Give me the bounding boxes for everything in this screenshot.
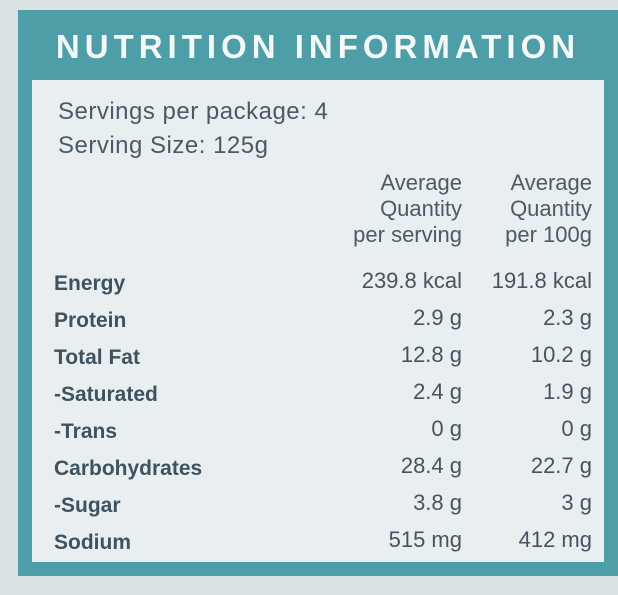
column-header: Quantity bbox=[510, 196, 592, 221]
nutrient-name: Sodium bbox=[54, 531, 131, 554]
per-100g-value: 191.8 kcal bbox=[491, 268, 592, 293]
per-100g-value: 10.2 g bbox=[530, 342, 592, 367]
per-serving-value: 3.8 g bbox=[413, 490, 462, 515]
column-header: Average bbox=[380, 170, 462, 195]
title-bar: NUTRITION INFORMATION bbox=[18, 10, 618, 80]
column-header: per serving bbox=[353, 222, 462, 247]
title: NUTRITION INFORMATION bbox=[55, 28, 581, 65]
nutrient-name: Carbohydrates bbox=[54, 457, 203, 480]
per-100g-value: 3 g bbox=[561, 490, 592, 515]
per-serving-value: 28.4 g bbox=[400, 453, 462, 478]
column-header: Average bbox=[510, 170, 592, 195]
per-serving-value: 0 g bbox=[431, 416, 462, 441]
nutrient-name: Total Fat bbox=[54, 346, 140, 369]
per-serving-value: 515 mg bbox=[388, 527, 462, 552]
nutrient-name: -Sugar bbox=[54, 494, 121, 517]
nutrient-name: -Trans bbox=[54, 420, 118, 443]
nutrient-name: Protein bbox=[54, 309, 127, 332]
per-100g-value: 0 g bbox=[561, 416, 592, 441]
per-100g-value: 22.7 g bbox=[530, 453, 592, 478]
per-serving-value: 2.4 g bbox=[413, 379, 462, 404]
nutrient-name: Energy bbox=[54, 272, 126, 295]
per-serving-value: 12.8 g bbox=[400, 342, 462, 367]
per-100g-value: 412 mg bbox=[518, 527, 592, 552]
per-serving-value: 239.8 kcal bbox=[361, 268, 462, 293]
nutrient-name: -Saturated bbox=[54, 383, 158, 406]
per-100g-value: 1.9 g bbox=[543, 379, 592, 404]
column-header: per 100g bbox=[505, 222, 592, 247]
label-panel: NUTRITION INFORMATION Servings per packa… bbox=[18, 10, 618, 576]
column-header: Quantity bbox=[380, 196, 462, 221]
serving-size: Serving Size: 125g bbox=[58, 132, 269, 159]
servings-per-package: Servings per package: 4 bbox=[58, 98, 329, 125]
per-100g-value: 2.3 g bbox=[543, 305, 592, 330]
per-serving-value: 2.9 g bbox=[413, 305, 462, 330]
